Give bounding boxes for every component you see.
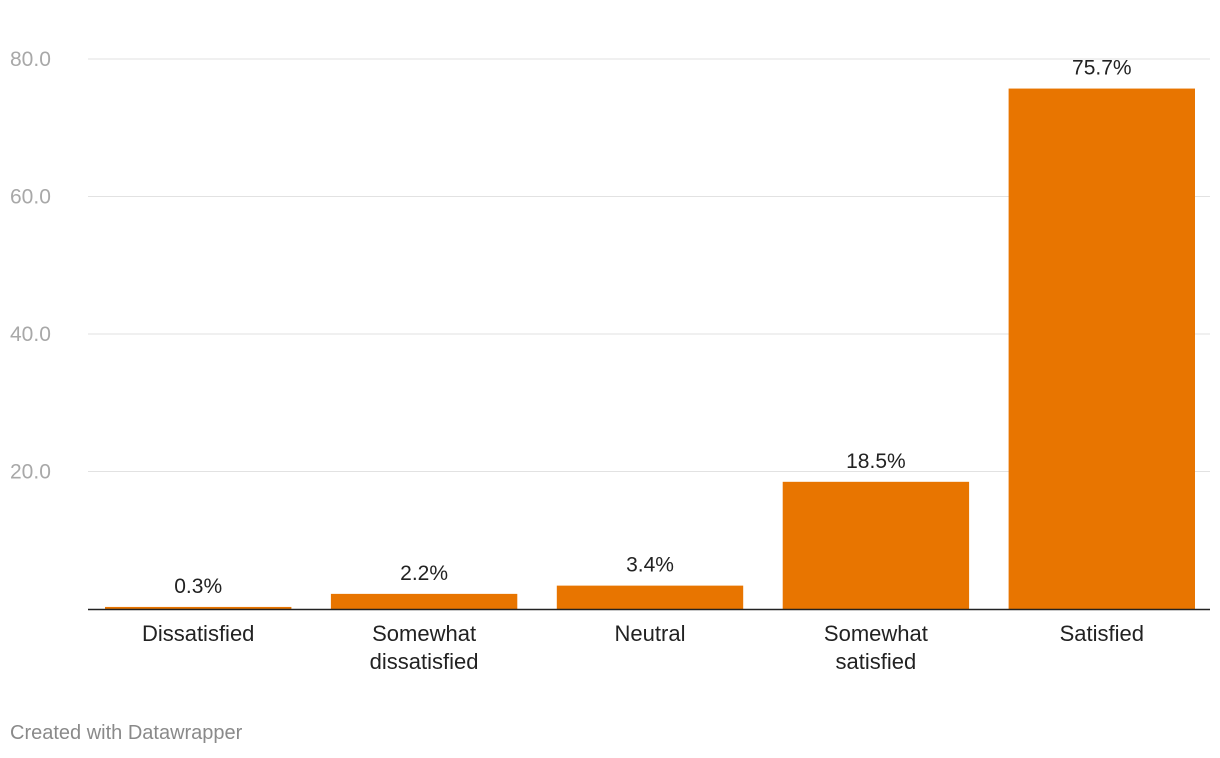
bar xyxy=(1008,88,1195,609)
credit-footer: Created with Datawrapper xyxy=(10,722,243,744)
y-tick-label: 20.0 xyxy=(10,461,51,484)
category-label: Satisfied xyxy=(1060,621,1144,646)
category-label: Dissatisfied xyxy=(142,621,254,646)
bar xyxy=(330,593,518,609)
y-tick-label: 60.0 xyxy=(10,186,51,209)
data-label: 18.5% xyxy=(846,450,906,473)
data-label: 2.2% xyxy=(400,562,448,585)
category-label: Neutral xyxy=(615,621,686,646)
category-label: Somewhat xyxy=(824,621,928,646)
category-label: dissatisfied xyxy=(370,649,479,674)
data-label: 3.4% xyxy=(626,554,674,577)
category-label: Somewhat xyxy=(372,621,476,646)
bar xyxy=(782,481,970,609)
bars xyxy=(105,88,1195,609)
data-label: 75.7% xyxy=(1072,57,1132,80)
labels: 20.0 40.0 60.0 80.0 0.3% Dissatisfied 2.2% Some… xyxy=(10,48,1144,674)
bar xyxy=(105,606,292,609)
y-tick-label: 40.0 xyxy=(10,323,51,346)
bar xyxy=(556,585,744,609)
y-tick-label: 80.0 xyxy=(10,48,51,71)
category-label: satisfied xyxy=(836,649,917,674)
data-label: 0.3% xyxy=(174,575,222,598)
